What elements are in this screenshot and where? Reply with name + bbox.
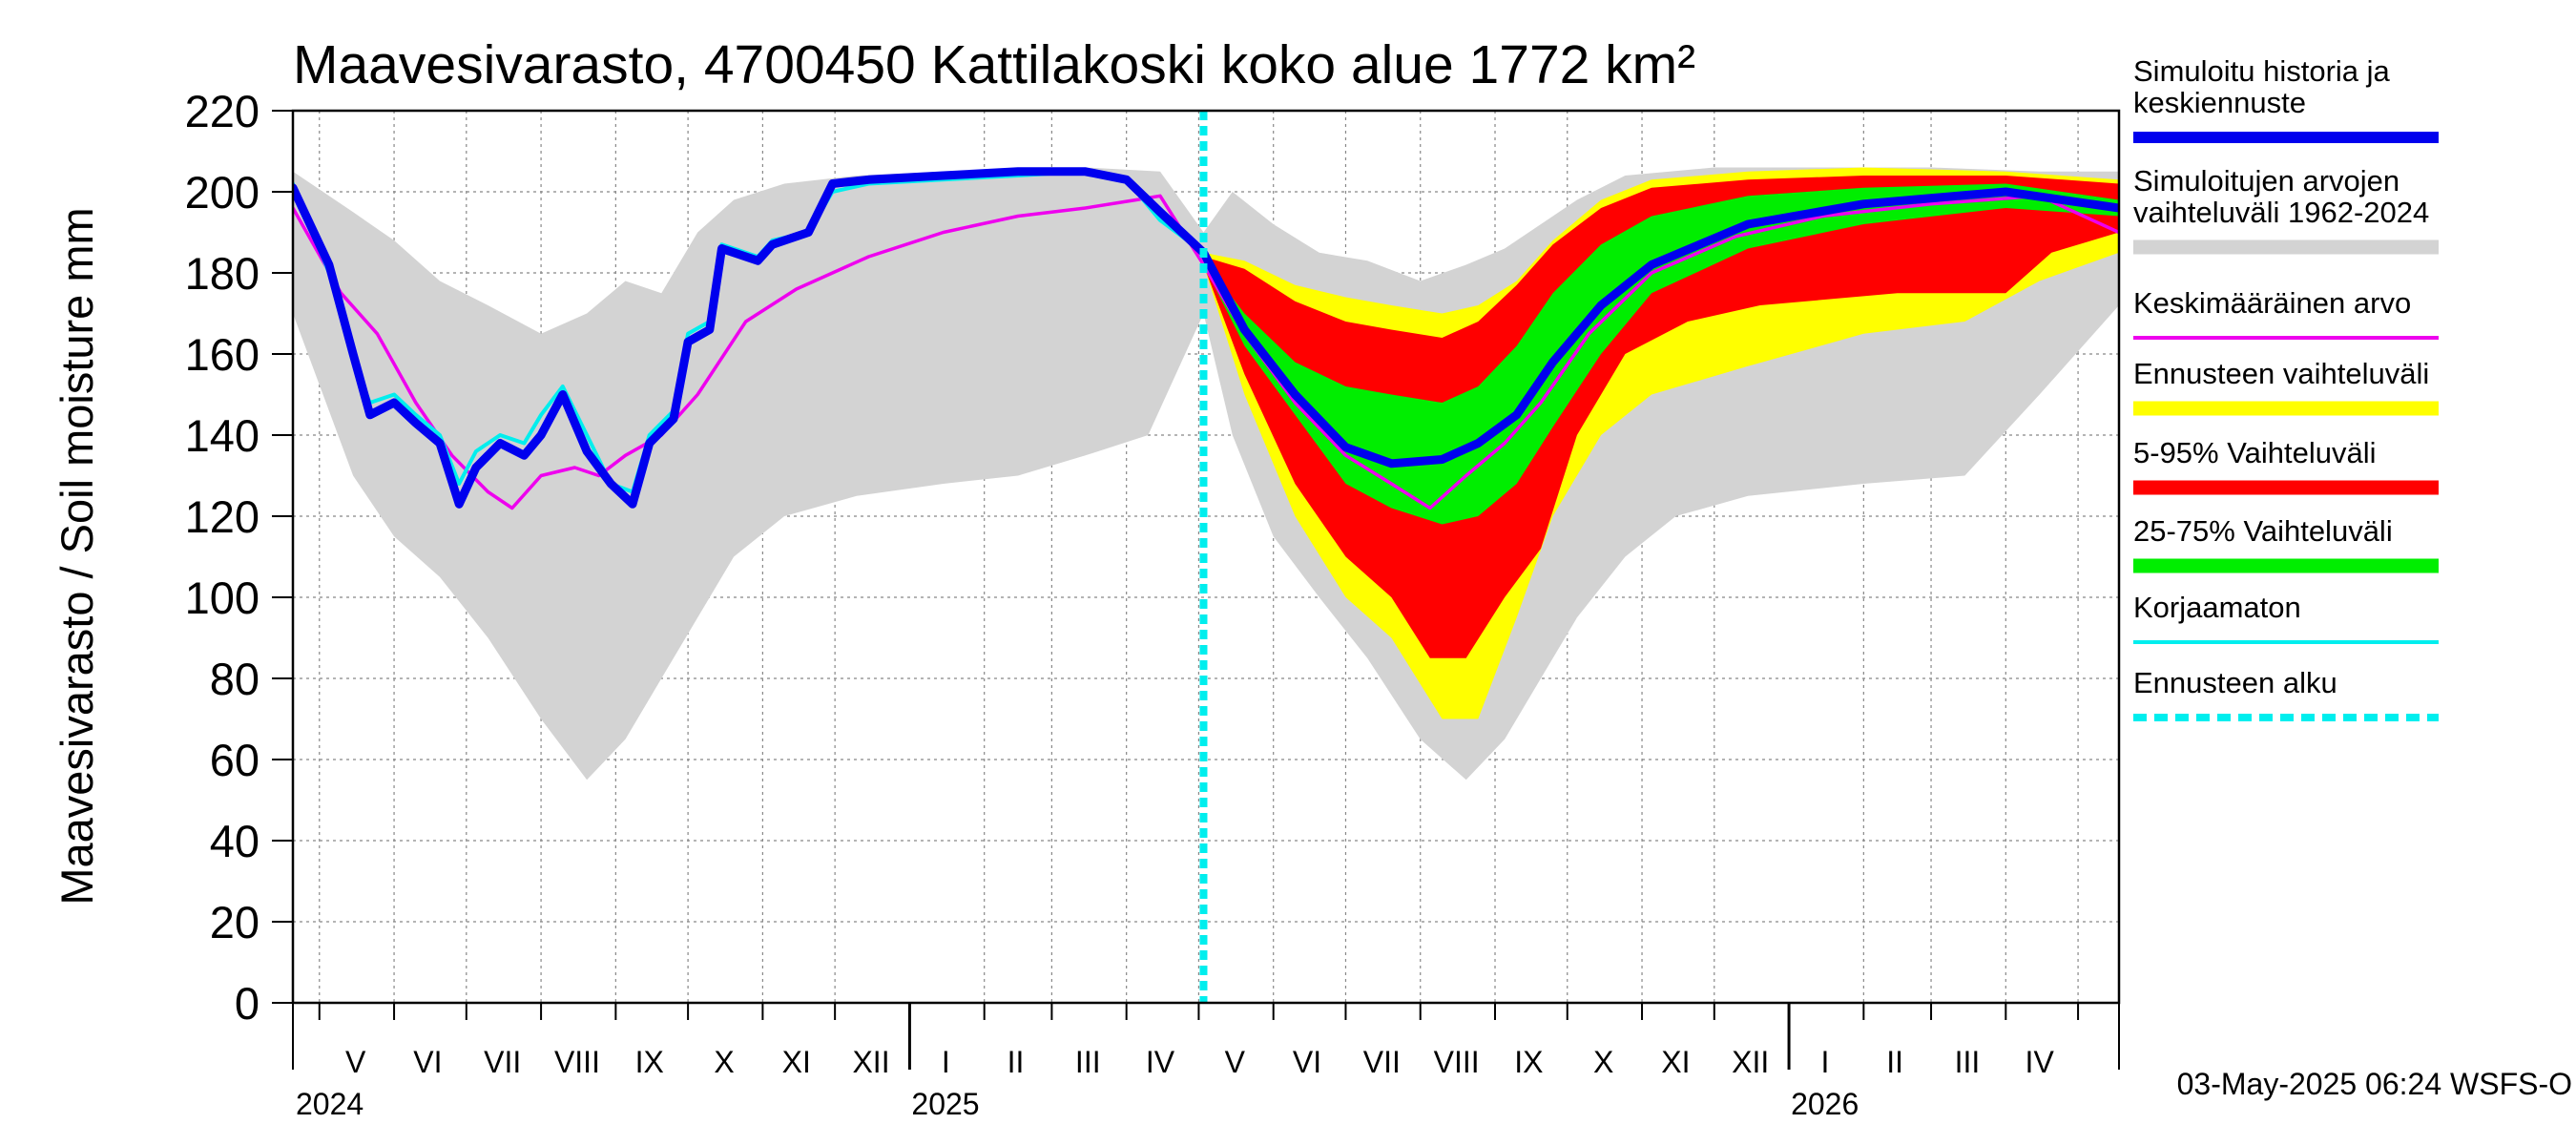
plot-frame — [291, 109, 2121, 1005]
x-month-label: VIII — [1434, 1045, 1480, 1079]
x-month-label: IX — [635, 1045, 664, 1079]
x-month-label: VII — [1363, 1045, 1401, 1079]
y-tick-label: 0 — [235, 978, 260, 1029]
y-tick-label: 80 — [210, 654, 260, 704]
legend-label-raw: Korjaamaton — [2133, 591, 2301, 624]
y-tick-labels: 0 20 40 60 80 100 120 140 160 180 200 220 — [185, 86, 260, 1029]
y-tick-label: 20 — [210, 897, 260, 947]
legend-label-range: Simuloitujen arvojen — [2133, 164, 2399, 198]
x-month-label: V — [1225, 1045, 1246, 1079]
y-tick-label: 160 — [185, 329, 260, 380]
legend-label-sim: keskiennuste — [2133, 86, 2306, 119]
series-line-mean — [293, 194, 2119, 510]
timestamp-label: 03-May-2025 06:24 WSFS-O — [2177, 1067, 2572, 1101]
x-year-label: 2024 — [296, 1087, 364, 1121]
x-month-label: XI — [782, 1045, 811, 1079]
y-tick-label: 120 — [185, 491, 260, 542]
x-month-label: X — [1593, 1045, 1613, 1079]
x-month-label: XI — [1661, 1045, 1690, 1079]
x-month-label: VI — [413, 1045, 442, 1079]
x-month-label: III — [1075, 1045, 1101, 1079]
legend-label-fcstart: Ennusteen alku — [2133, 666, 2337, 699]
legend-label-fcrange: Ennusteen vaihteluväli — [2133, 357, 2429, 390]
series-line-sim — [293, 167, 2119, 509]
x-month-label: VI — [1293, 1045, 1321, 1079]
x-month-label: X — [714, 1045, 734, 1079]
legend-label-p25_75: 25-75% Vaihteluväli — [2133, 514, 2393, 548]
x-month-label: III — [1955, 1045, 1981, 1079]
x-month-label: V — [345, 1045, 366, 1079]
x-month-label: XII — [1732, 1045, 1769, 1079]
series-band-p25_75 — [1203, 183, 2119, 525]
x-month-label: IV — [2025, 1045, 2055, 1079]
axes — [272, 109, 2121, 1070]
x-month-label: VII — [484, 1045, 521, 1079]
legend-label-mean: Keskimääräinen arvo — [2133, 286, 2411, 320]
legend-label-sim: Simuloitu historia ja — [2133, 54, 2391, 88]
x-month-label: XII — [852, 1045, 889, 1079]
series-band-p5_95 — [1203, 176, 2119, 658]
chart-title: Maavesivarasto, 4700450 Kattilakoski kok… — [293, 34, 1695, 95]
y-tick-label: 100 — [185, 572, 260, 623]
plot-area — [293, 111, 2119, 1003]
y-tick-label: 140 — [185, 410, 260, 461]
x-axis-labels: V VI VII VIII IX X XI XII I II III IV V VI VII VIII IX X X… — [296, 1045, 2054, 1121]
x-month-label: II — [1886, 1045, 1903, 1079]
y-axis-label: Maavesivarasto / Soil moisture mm — [52, 207, 102, 905]
y-tick-label: 180 — [185, 248, 260, 299]
x-month-label: I — [942, 1045, 950, 1079]
x-month-label: IX — [1514, 1045, 1543, 1079]
x-month-label: I — [1820, 1045, 1829, 1079]
x-year-label: 2026 — [1791, 1087, 1859, 1121]
y-tick-label: 220 — [185, 86, 260, 136]
y-tick-label: 60 — [210, 735, 260, 785]
y-tick-label: 200 — [185, 167, 260, 218]
y-tick-label: 40 — [210, 816, 260, 866]
x-month-label: II — [1008, 1045, 1025, 1079]
legend-label-range: vaihteluväli 1962-2024 — [2133, 196, 2429, 229]
x-year-label: 2025 — [911, 1087, 979, 1121]
legend-label-p5_95: 5-95% Vaihteluväli — [2133, 436, 2376, 469]
x-month-label: IV — [1146, 1045, 1175, 1079]
x-month-label: VIII — [554, 1045, 600, 1079]
